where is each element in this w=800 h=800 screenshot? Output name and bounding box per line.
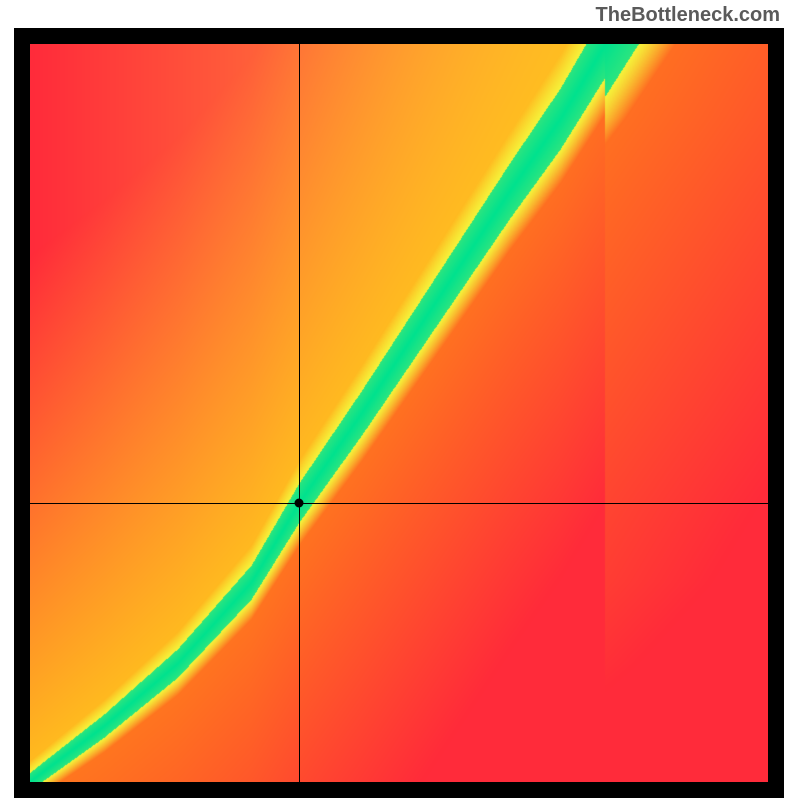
watermark-text: TheBottleneck.com (596, 4, 780, 27)
crosshair-horizontal (30, 503, 768, 504)
plot-area (30, 44, 768, 782)
crosshair-vertical (299, 44, 300, 782)
plot-frame (14, 28, 784, 798)
chart-container: TheBottleneck.com (0, 0, 800, 800)
crosshair-dot (295, 499, 304, 508)
heatmap-canvas (30, 44, 768, 782)
